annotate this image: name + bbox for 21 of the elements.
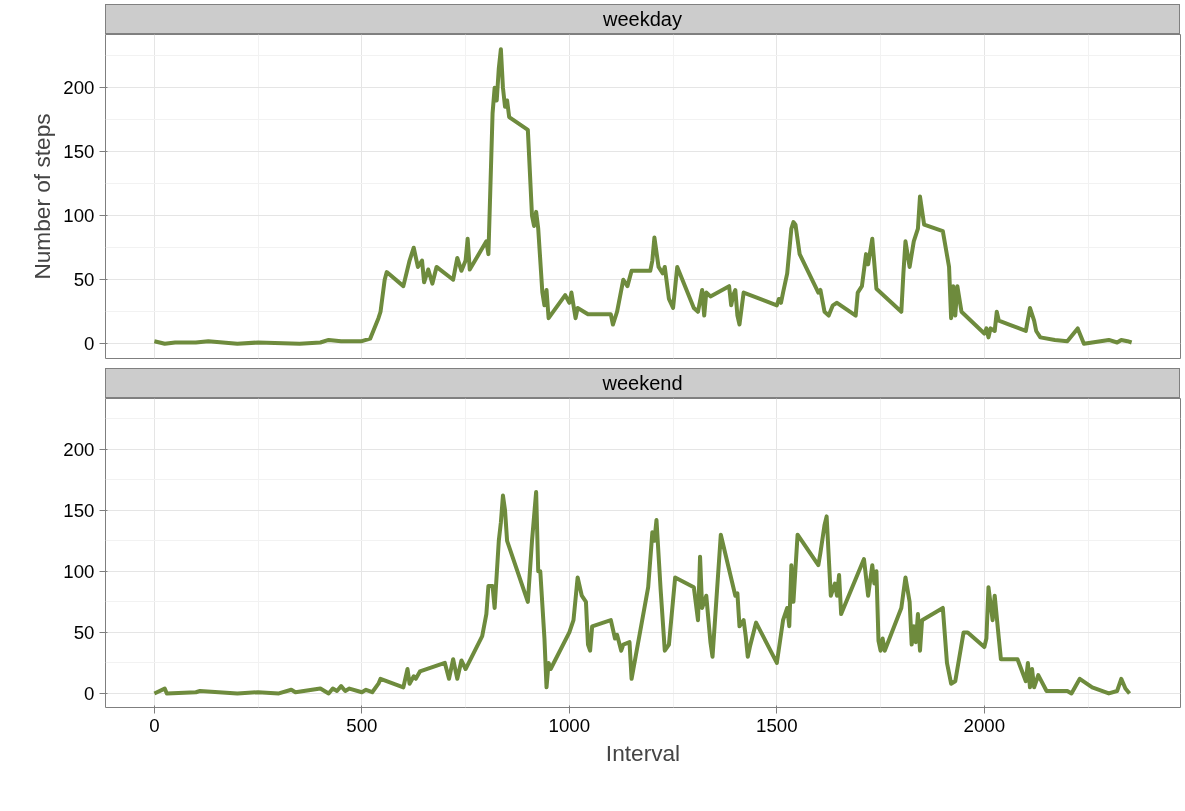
y-tick-label: 0 (84, 333, 95, 355)
y-tick-label: 200 (63, 438, 95, 460)
y-tick-label: 150 (63, 141, 95, 163)
y-tick-label: 200 (63, 77, 95, 99)
y-tick-label: 50 (73, 621, 95, 643)
y-tick-label: 50 (73, 269, 95, 291)
x-tick-label: 1500 (756, 714, 798, 736)
chart-title: weekday (603, 7, 682, 32)
y-tick-label: 150 (63, 499, 95, 521)
x-axis-title: Interval (605, 739, 681, 766)
y-tick-label: 100 (63, 560, 95, 582)
chart-title: weekend (602, 371, 683, 396)
x-tick-label: 0 (149, 714, 160, 736)
y-axis-title: Number of steps (29, 113, 56, 280)
x-tick-label: 1000 (548, 714, 591, 736)
line-series (152, 489, 1132, 696)
x-tick-label: 2000 (963, 714, 1006, 736)
y-tick-label: 0 (84, 682, 95, 704)
y-tick-label: 100 (63, 205, 95, 227)
line-series (152, 47, 1134, 346)
x-tick-label: 500 (346, 714, 378, 736)
